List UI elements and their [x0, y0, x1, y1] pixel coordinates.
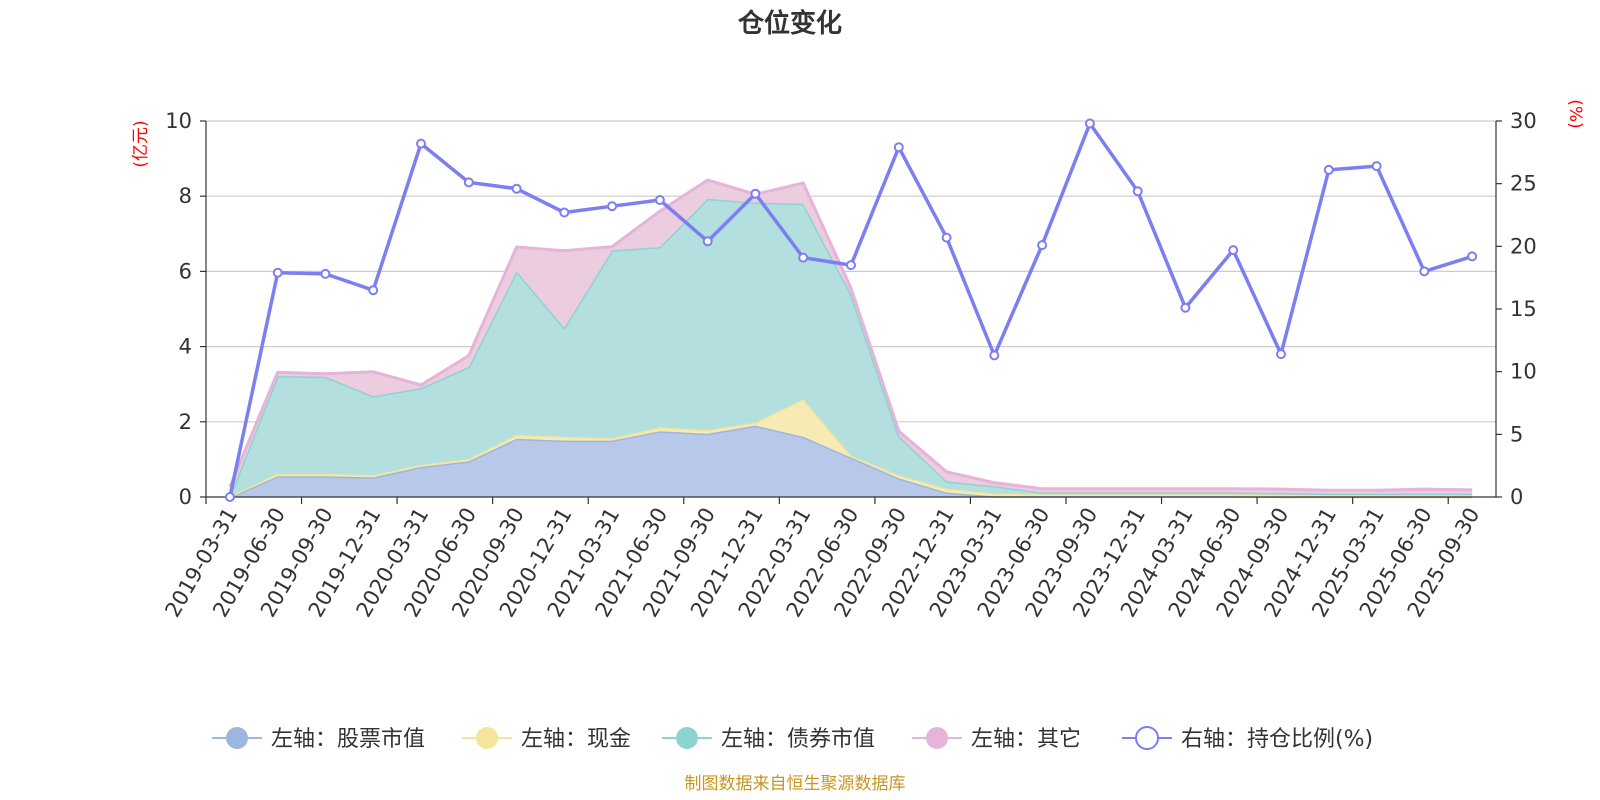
legend-item[interactable]: 左轴：其它: [912, 727, 1081, 752]
right-axis-tick-label: 5: [1510, 422, 1523, 446]
legend-marker-dot: [926, 727, 948, 749]
legend-marker-dot: [676, 727, 698, 749]
legend-label: 右轴：持仓比例(%): [1181, 727, 1373, 752]
left-axis-tick-label: 4: [179, 335, 192, 359]
ratio-line-point: [463, 177, 474, 188]
ratio-line-point: [702, 236, 713, 247]
ratio-line-point: [1371, 161, 1382, 172]
legend-item[interactable]: 左轴：股票市值: [212, 727, 425, 752]
chart-title: 仓位变化: [737, 8, 842, 39]
ratio-line-point: [320, 268, 331, 279]
legend-label: 左轴：股票市值: [271, 727, 425, 752]
left-axis-tick-label: 8: [179, 184, 192, 208]
right-axis-unit: (%): [1565, 99, 1585, 128]
ratio-line-point: [1419, 266, 1430, 277]
ratio-line-point: [607, 201, 618, 212]
legend-marker-dot: [226, 727, 248, 749]
ratio-line-point: [893, 142, 904, 153]
ratio-line-point: [1037, 240, 1048, 251]
ratio-line-point: [654, 195, 665, 205]
legend-item[interactable]: 左轴：债券市值: [662, 727, 875, 752]
legend-item[interactable]: 右轴：持仓比例(%): [1122, 726, 1373, 752]
left-axis-tick-label: 6: [179, 259, 192, 283]
ratio-line-point: [989, 350, 1000, 361]
area-fill: [229, 425, 1473, 497]
right-axis-tick-label: 25: [1510, 172, 1537, 196]
legend-label: 左轴：债券市值: [721, 727, 875, 752]
legend-label: 左轴：其它: [971, 727, 1081, 752]
data-source-note: 制图数据来自恒生聚源数据库: [685, 774, 906, 794]
grid-lines: [206, 120, 1496, 423]
ratio-line-point: [1467, 251, 1478, 262]
ratio-line-point: [416, 138, 426, 149]
ratio-line-point: [941, 232, 952, 243]
area-edge-line: [228, 178, 1473, 492]
right-axis-tick-label: 0: [1510, 485, 1523, 509]
ratio-line-point: [511, 183, 522, 194]
left-axis-tick-label: 2: [179, 410, 192, 434]
ratio-line-point: [368, 285, 379, 296]
left-axis-tick-label: 0: [179, 485, 192, 509]
right-axis-tick-label: 10: [1510, 360, 1537, 384]
right-axis-tick-label: 20: [1510, 234, 1537, 258]
ratio-line-point: [1084, 118, 1095, 129]
legend-label: 左轴：现金: [521, 727, 631, 752]
left-axis-tick-label: 10: [165, 109, 192, 133]
holding-ratio-line: [224, 118, 1478, 502]
legend-marker-dot: [1135, 726, 1159, 750]
ratio-line-point: [1276, 349, 1286, 360]
ratio-line-point: [1323, 164, 1334, 175]
legend-item[interactable]: 左轴：现金: [462, 727, 631, 752]
area-fill: [229, 198, 1473, 497]
area-fill: [229, 180, 1473, 497]
ratio-line-point: [1228, 245, 1239, 256]
ratio-line-point: [846, 260, 856, 271]
left-axis-unit: (亿元): [131, 120, 151, 167]
right-axis-tick-label: 30: [1510, 109, 1537, 133]
ratio-line-point: [224, 492, 235, 502]
ratio-line-point: [272, 267, 283, 278]
ratio-line-point: [1132, 186, 1143, 197]
ratio-line-point: [1180, 302, 1191, 313]
ratio-line-point: [559, 207, 570, 218]
ratio-line-point: [750, 188, 761, 199]
ratio-line-point: [798, 252, 809, 263]
stacked-areas: [228, 178, 1473, 499]
right-axis-tick-label: 15: [1510, 297, 1537, 321]
legend-marker-dot: [476, 727, 498, 749]
legend[interactable]: 左轴：股票市值 左轴：现金 左轴：债券市值 左轴：其它 右轴：持仓比例(%): [212, 726, 1373, 752]
